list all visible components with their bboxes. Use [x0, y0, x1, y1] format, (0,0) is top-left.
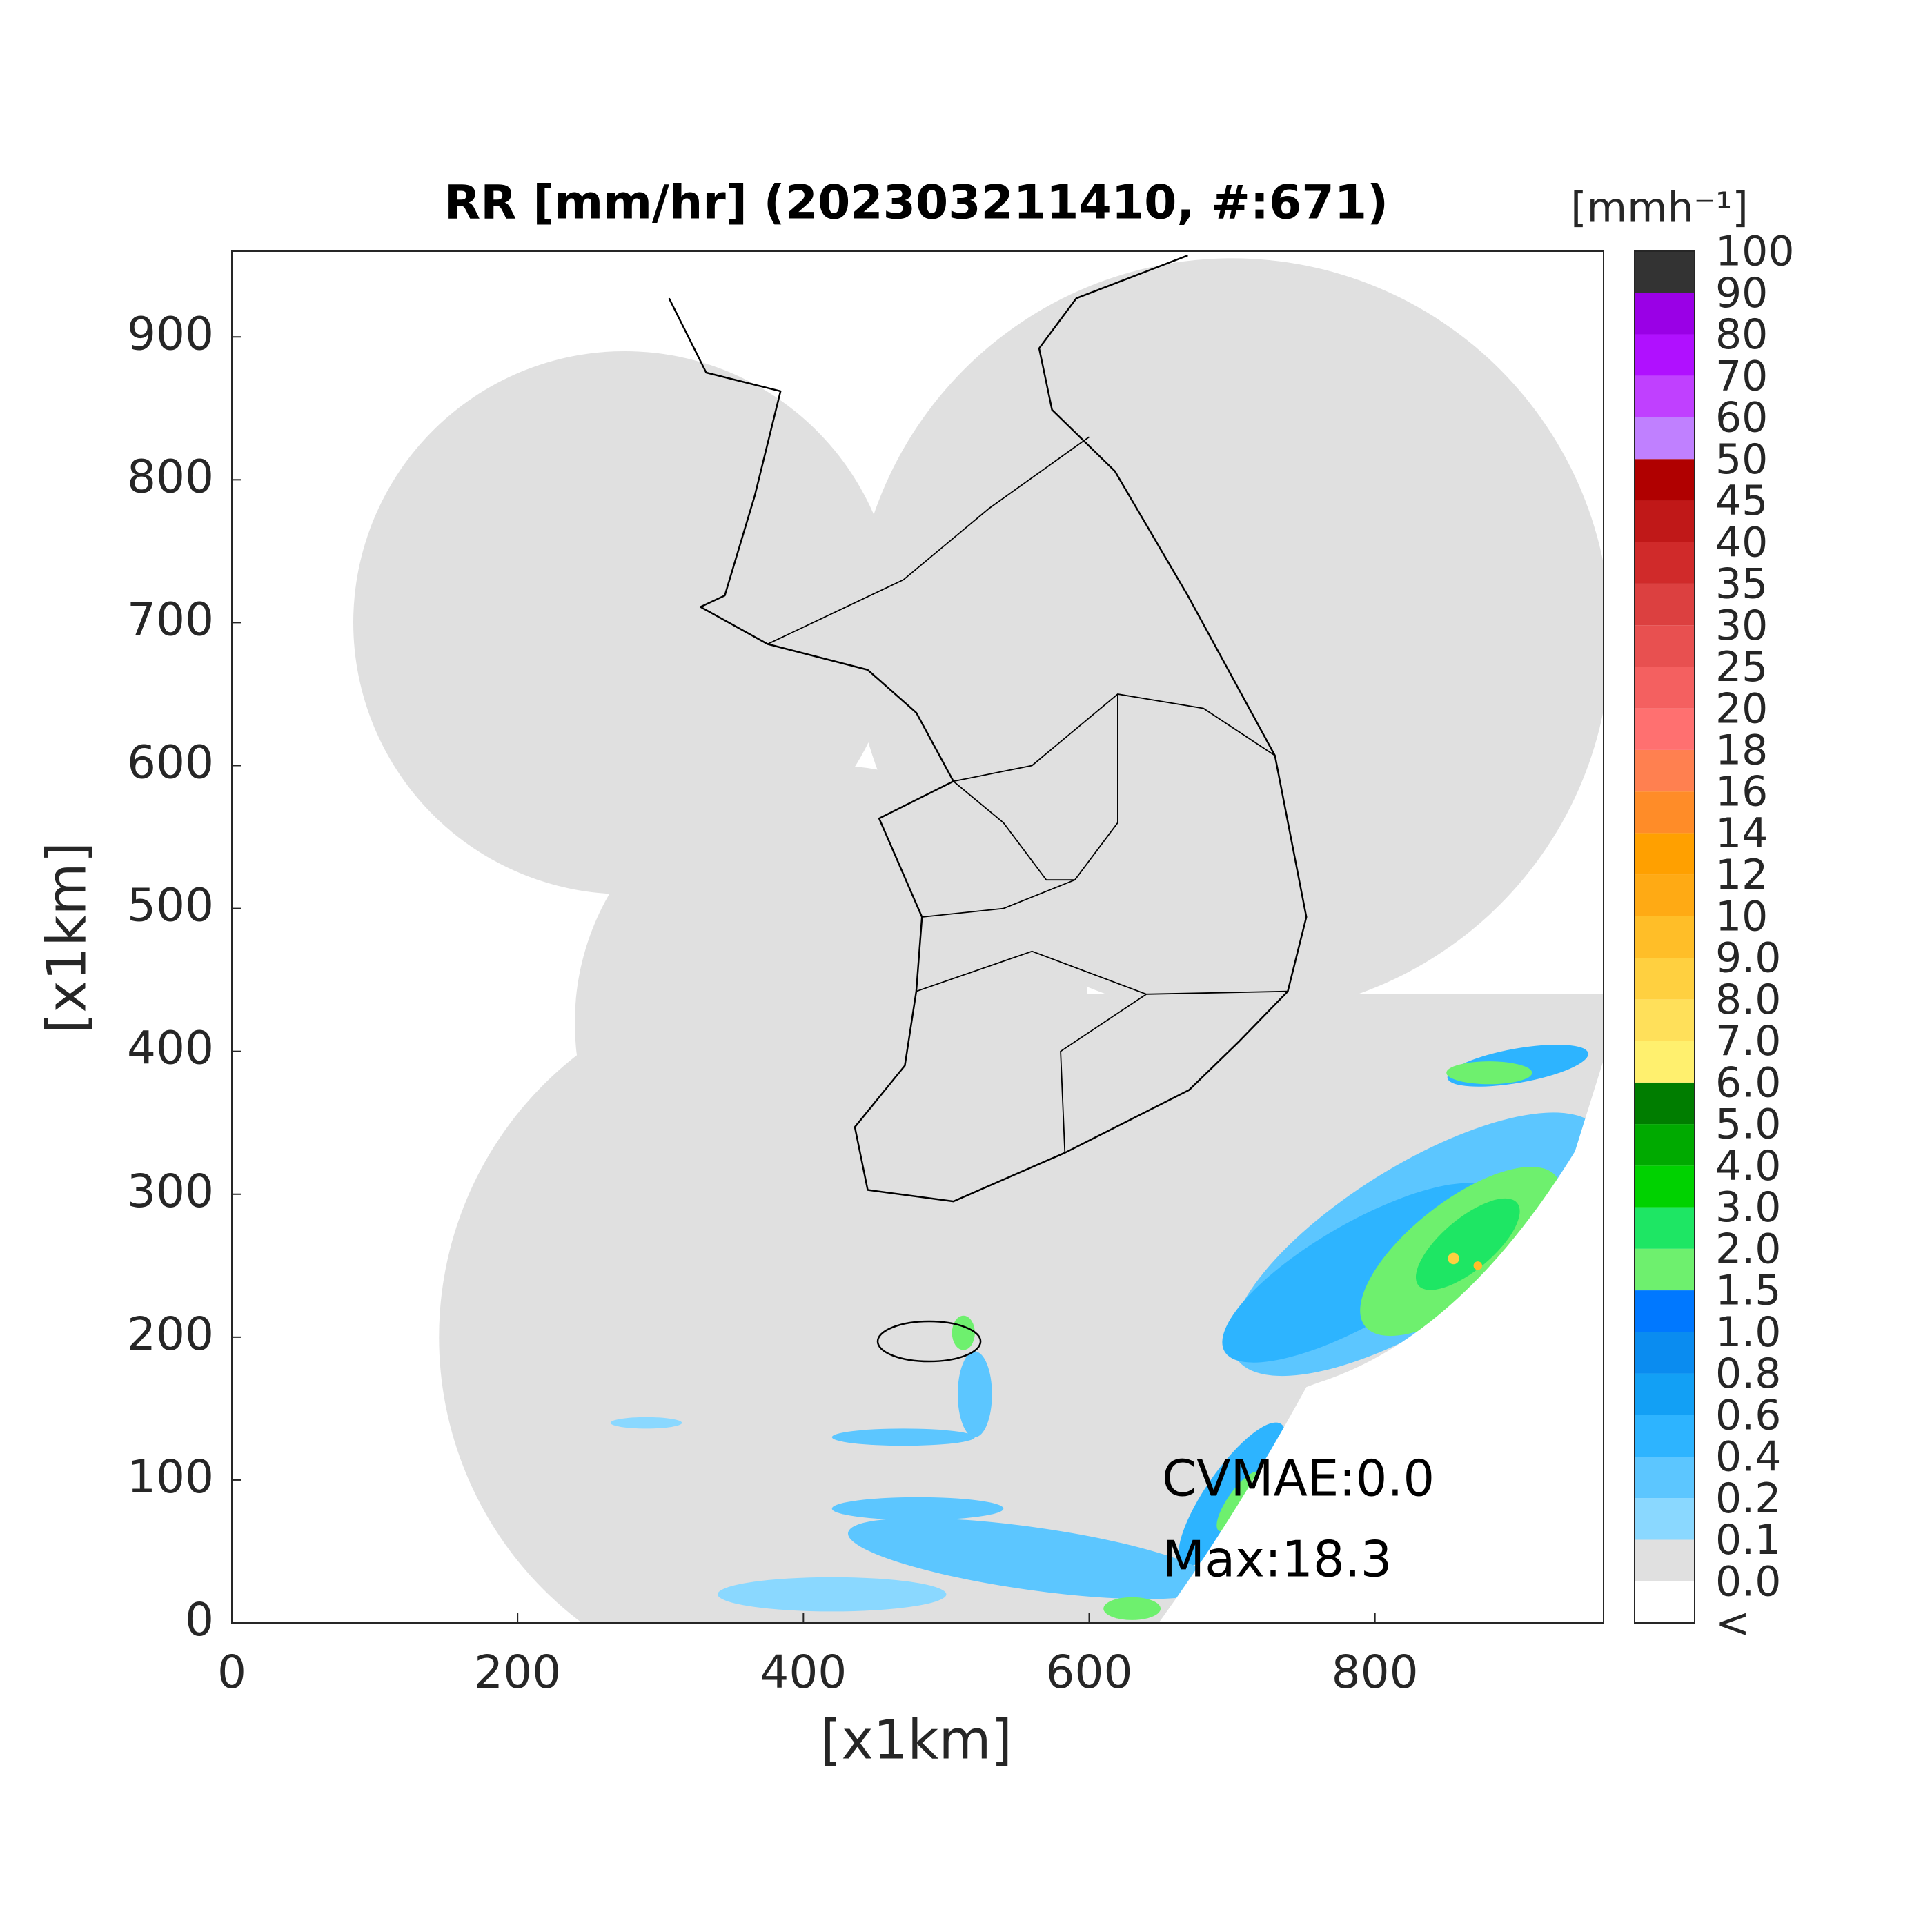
colorbar-swatch: [1635, 334, 1695, 376]
colorbar-label: 40: [1715, 518, 1768, 566]
colorbar-swatch: [1635, 708, 1695, 750]
map: [353, 255, 1604, 1623]
coastline: [669, 255, 1307, 1201]
y-axis-label: [x1km]: [36, 842, 98, 1034]
colorbar-swatch: [1635, 1041, 1695, 1083]
colorbar-label: 12: [1715, 851, 1768, 899]
colorbar-swatch: [1635, 791, 1695, 834]
colorbar-swatch: [1635, 749, 1695, 792]
colorbar-swatch: [1635, 1165, 1695, 1208]
x-axis-label: [x1km]: [820, 1709, 1012, 1771]
y-tick-label: 900: [127, 307, 214, 360]
colorbar-label: 30: [1715, 602, 1768, 650]
y-tick-label: 200: [127, 1308, 214, 1361]
colorbar-swatch: [1635, 1457, 1695, 1499]
rain-echo: [610, 1045, 1604, 1620]
colorbar-label: 14: [1715, 809, 1768, 858]
colorbar-label: 100: [1715, 228, 1795, 276]
colorbar-label: 1.0: [1715, 1308, 1781, 1357]
colorbar-swatch: [1635, 375, 1695, 417]
colorbar-label: 8.0: [1715, 976, 1781, 1024]
y-tick-label: 100: [127, 1450, 214, 1504]
colorbar-swatch: [1635, 625, 1695, 667]
colorbar-label: 3.0: [1715, 1183, 1781, 1232]
colorbar-swatch: [1635, 1124, 1695, 1166]
colorbar-label: 5.0: [1715, 1101, 1781, 1149]
y-tick-label: 0: [185, 1593, 214, 1646]
colorbar-swatch: [1635, 1581, 1695, 1623]
colorbar-swatch: [1635, 1373, 1695, 1415]
colorbar-swatch: [1635, 1414, 1695, 1457]
colorbar-label: 0.0: [1715, 1557, 1781, 1606]
colorbar-label: 7.0: [1715, 1017, 1781, 1065]
colorbar-label: <: [1715, 1599, 1750, 1648]
colorbar-title: [mmh⁻¹]: [1570, 184, 1748, 233]
colorbar-swatch: [1635, 999, 1695, 1041]
y-tick-label: 800: [127, 450, 214, 503]
colorbar-swatch: [1635, 1290, 1695, 1332]
colorbar-label: 60: [1715, 394, 1768, 442]
colorbar-swatch: [1635, 958, 1695, 1000]
colorbar-label: 90: [1715, 269, 1768, 317]
colorbar-swatch: [1635, 417, 1695, 460]
x-tick-label: 200: [474, 1646, 561, 1699]
y-tick-label: 500: [127, 879, 214, 932]
colorbar-label: 4.0: [1715, 1142, 1781, 1190]
colorbar-label: 0.4: [1715, 1433, 1781, 1481]
colorbar-swatch: [1635, 1248, 1695, 1291]
coverage-gap: [1159, 1060, 1604, 1623]
y-tick-label: 300: [127, 1165, 214, 1218]
colorbar-label: 20: [1715, 684, 1768, 733]
colorbar-label: 2.0: [1715, 1225, 1781, 1273]
colorbar-label: 16: [1715, 768, 1768, 816]
province-border: [768, 437, 1288, 1152]
colorbar-swatch: [1635, 542, 1695, 584]
y-tick-label: 400: [127, 1022, 214, 1075]
y-tick-label: 600: [127, 736, 214, 789]
colorbar-label: 0.1: [1715, 1516, 1781, 1564]
colorbar-label: 6.0: [1715, 1058, 1781, 1107]
colorbar-frame: [1634, 250, 1695, 1624]
colorbar-label: 45: [1715, 477, 1768, 525]
colorbar-swatch: [1635, 833, 1695, 875]
x-tick-label: 400: [760, 1646, 847, 1699]
colorbar-label: 80: [1715, 310, 1768, 359]
x-tick-label: 800: [1332, 1646, 1419, 1699]
colorbar-swatch: [1635, 1498, 1695, 1540]
colorbar-swatch: [1635, 251, 1695, 293]
y-tick-label: 700: [127, 593, 214, 646]
colorbar-label: 25: [1715, 643, 1768, 691]
colorbar-label: 0.2: [1715, 1475, 1781, 1523]
x-tick-label: 600: [1046, 1646, 1133, 1699]
colorbar-swatch: [1635, 293, 1695, 335]
colorbar-label: 18: [1715, 727, 1768, 775]
colorbar-swatch: [1635, 459, 1695, 501]
jeju-island: [878, 1321, 980, 1361]
annotation: Max:18.3: [1162, 1530, 1392, 1588]
colorbar-label: 0.8: [1715, 1350, 1781, 1398]
plot-frame: [231, 250, 1604, 1624]
annotation: CVMAE:0.0: [1162, 1450, 1435, 1508]
colorbar-swatch: [1635, 1332, 1695, 1374]
colorbar-label: 0.6: [1715, 1391, 1781, 1439]
colorbar-label: 35: [1715, 560, 1768, 609]
colorbar-swatch: [1635, 667, 1695, 709]
colorbar-label: 1.5: [1715, 1267, 1781, 1315]
colorbar-label: 10: [1715, 892, 1768, 940]
colorbar-label: 50: [1715, 435, 1768, 484]
colorbar-label: 70: [1715, 352, 1768, 400]
colorbar-swatch: [1635, 874, 1695, 916]
colorbar-label: 9.0: [1715, 934, 1781, 983]
colorbar-swatch: [1635, 1539, 1695, 1581]
colorbar-swatch: [1635, 1207, 1695, 1249]
colorbar-swatch: [1635, 916, 1695, 958]
colorbar-swatch: [1635, 500, 1695, 542]
map-area: [353, 255, 1604, 1623]
x-tick-label: 0: [217, 1646, 246, 1699]
colorbar-swatch: [1635, 583, 1695, 626]
colorbar-swatch: [1635, 1082, 1695, 1125]
chart-title: RR [mm/hr] (202303211410, #:671): [444, 176, 1388, 230]
